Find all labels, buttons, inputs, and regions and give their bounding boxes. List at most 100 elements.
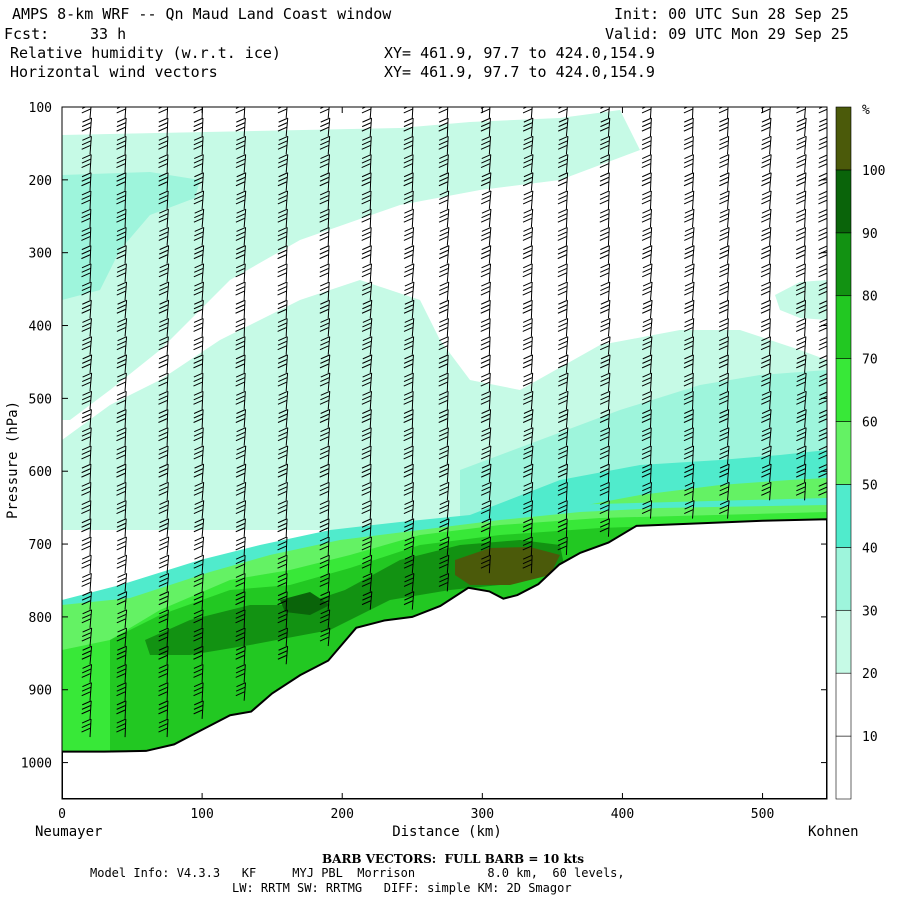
wind-barb: [277, 627, 288, 647]
barb-flag: [557, 363, 568, 369]
barb-flag: [159, 304, 169, 310]
barb-flag: [361, 254, 371, 260]
barb-flag: [599, 436, 610, 442]
barb-flag: [438, 431, 449, 437]
barb-flag: [193, 581, 203, 587]
barb-flag: [761, 181, 771, 187]
wind-barb: [403, 190, 414, 210]
barb-flag: [235, 522, 246, 528]
barb-flag: [193, 345, 203, 351]
wind-barb: [719, 208, 730, 228]
barb-flag: [761, 468, 771, 474]
wind-barb: [158, 354, 169, 373]
wind-barb: [403, 226, 415, 246]
barb-flag: [116, 326, 127, 332]
barb-flag: [600, 363, 610, 369]
barb-flag: [796, 263, 806, 269]
barb-flag: [642, 245, 653, 251]
barb-flag: [194, 700, 204, 706]
wind-barb: [480, 445, 492, 464]
wind-barb: [361, 518, 372, 537]
wind-barb: [641, 445, 652, 464]
barb-flag: [193, 163, 203, 169]
barb-flag: [557, 263, 568, 269]
barb-flag: [795, 199, 806, 205]
barb-flag: [760, 326, 771, 332]
barb-flag: [278, 172, 288, 178]
barb-flag: [193, 395, 203, 401]
barb-flag: [277, 613, 288, 619]
wind-barb: [760, 263, 771, 282]
barb-shaft: [488, 172, 492, 191]
wind-barb: [361, 445, 372, 464]
wind-barb: [193, 172, 204, 191]
barb-flag: [642, 267, 652, 273]
x-tick-label: 500: [751, 807, 774, 822]
barb-flag: [159, 481, 169, 487]
colorbar-label: 50: [862, 478, 878, 493]
barb-flag: [403, 431, 414, 437]
wind-barb: [641, 427, 652, 446]
barb-flag: [684, 190, 694, 196]
wind-barb: [277, 500, 288, 519]
barb-flag: [319, 304, 330, 310]
barb-flag: [796, 463, 806, 469]
barb-flag: [361, 181, 371, 187]
wind-barb: [158, 500, 169, 519]
barb-flag: [557, 468, 568, 474]
barb-flag: [117, 591, 127, 597]
forecast-hour: 33 h: [90, 25, 127, 43]
barb-flag: [558, 431, 568, 437]
wind-barb: [641, 463, 652, 483]
barb-flag: [116, 522, 127, 528]
wind-barb: [403, 172, 414, 191]
barb-flag: [642, 322, 652, 328]
wind-barb: [480, 354, 491, 373]
wind-barb: [480, 518, 492, 537]
barb-flag: [522, 340, 533, 346]
barb-flag: [361, 522, 372, 528]
wind-barb: [718, 107, 729, 118]
wind-barb: [796, 427, 807, 446]
barb-flag: [599, 176, 610, 182]
barb-flag: [361, 345, 372, 351]
barb-flag: [361, 272, 372, 278]
barb-flag: [760, 345, 771, 351]
barb-flag: [319, 600, 330, 606]
barb-flag: [683, 395, 694, 401]
wind-barb: [557, 190, 568, 210]
barb-flag: [403, 108, 413, 114]
wind-barb: [718, 154, 730, 173]
barb-flag: [81, 618, 91, 624]
barb-flag: [362, 518, 372, 524]
barb-flag: [642, 308, 652, 314]
barb-flag: [277, 254, 287, 260]
wind-barb: [81, 336, 93, 355]
barb-flag: [683, 454, 694, 460]
barb-flag: [557, 308, 568, 314]
barb-flag: [557, 144, 568, 150]
barb-flag: [642, 372, 652, 378]
wind-barb: [761, 154, 772, 173]
barb-flag: [718, 418, 729, 423]
barb-flag: [522, 254, 533, 260]
wind-barb: [81, 154, 92, 173]
barb-flag: [557, 436, 568, 442]
wind-barb: [81, 354, 93, 373]
barb-flag: [158, 390, 169, 396]
wind-barb: [718, 390, 729, 410]
barb-shaft: [411, 281, 415, 301]
wind-barb: [81, 627, 93, 647]
barb-flag: [403, 272, 414, 278]
barb-shaft: [369, 300, 373, 319]
barb-flag: [796, 231, 806, 237]
wind-barb: [683, 409, 694, 428]
barb-flag: [481, 281, 491, 287]
barb-flag: [481, 413, 491, 419]
wind-barb: [193, 208, 205, 228]
barb-flag: [361, 163, 371, 169]
barb-flag: [117, 354, 127, 360]
x-axis: 0 100 200 300 400 500: [58, 107, 774, 822]
barb-flag: [718, 308, 729, 314]
wind-barb: [818, 263, 827, 282]
